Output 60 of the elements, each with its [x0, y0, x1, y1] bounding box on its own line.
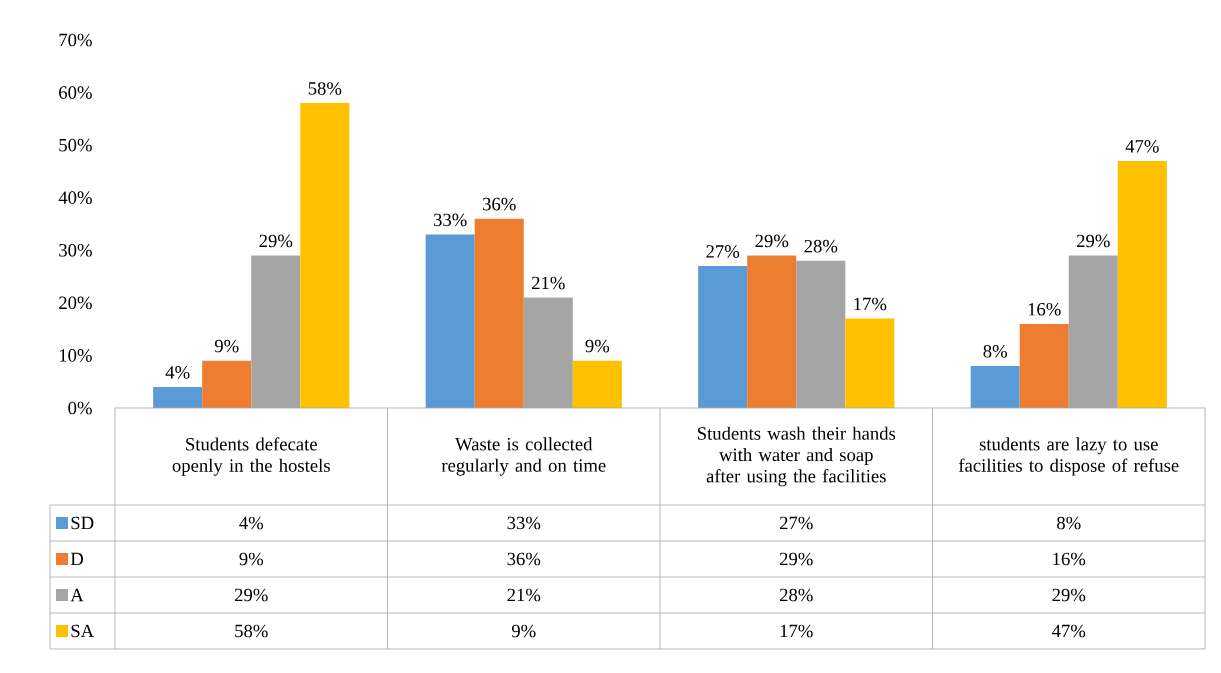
x-tick-label: Waste is collected regularly and on time — [441, 437, 606, 476]
x-tick-label: students are lazy to use facilities to dispose of refuse — [958, 437, 1179, 476]
text: 17% — [854, 297, 887, 311]
text: 9% — [585, 339, 610, 353]
bar — [747, 255, 797, 408]
text: 33% — [433, 213, 467, 227]
data-label: 36% — [507, 552, 541, 566]
data-label: 29% — [779, 552, 813, 566]
text: 36% — [483, 197, 516, 211]
legend-label: A — [70, 588, 84, 602]
text: 47% — [1125, 139, 1159, 153]
x-tick-label: Students defecate openly in the hostels — [172, 437, 330, 476]
legend-label: SD — [71, 516, 94, 530]
bar — [572, 360, 622, 408]
text: 16% — [1028, 302, 1061, 316]
data-label: 9% — [239, 552, 264, 566]
data-label: 27% — [779, 516, 813, 530]
bar — [1019, 323, 1069, 408]
text: 21% — [531, 276, 565, 290]
legend-label: D — [70, 552, 84, 566]
data-label: 21% — [507, 588, 541, 602]
text: 8% — [983, 345, 1007, 358]
data-label: 33% — [507, 516, 541, 530]
data-label: 58% — [235, 624, 268, 638]
data-label: 4% — [239, 516, 264, 530]
bar — [1117, 160, 1167, 408]
bar — [425, 234, 475, 408]
legend-label: SA — [71, 624, 94, 638]
y-tick-label: 10% — [59, 349, 92, 362]
y-tick-label: 60% — [59, 86, 92, 99]
text: 58% — [308, 82, 342, 95]
text: 4% — [165, 366, 190, 379]
bar — [698, 266, 748, 408]
y-tick-label: 20% — [59, 296, 92, 310]
bar — [845, 318, 895, 408]
bar — [153, 386, 203, 408]
y-tick-label: 50% — [59, 138, 92, 152]
bar — [202, 360, 252, 408]
data-label: 8% — [1057, 516, 1081, 530]
y-tick-label: 40% — [58, 191, 92, 205]
y-tick-label: 0% — [68, 401, 92, 415]
bar — [474, 218, 524, 408]
text: 9% — [214, 339, 239, 353]
data-label: 16% — [1053, 552, 1086, 566]
text: 27% — [706, 245, 740, 258]
data-label: 29% — [1052, 588, 1086, 602]
data-label: 17% — [780, 624, 813, 638]
text: 29% — [755, 234, 789, 248]
data-label: 28% — [779, 588, 813, 602]
text: 28% — [804, 239, 838, 253]
x-tick-label: Students wash their hands with water and soap after using the facilities — [697, 426, 896, 487]
data-label: 47% — [1052, 624, 1086, 638]
text: 29% — [259, 234, 293, 248]
bar — [300, 103, 350, 408]
data-label: 9% — [511, 624, 536, 638]
data-label: 29% — [234, 588, 268, 602]
bar — [970, 365, 1020, 408]
text: 29% — [1076, 234, 1110, 248]
y-tick-label: 30% — [59, 243, 92, 257]
y-tick-label: 70% — [59, 33, 92, 47]
